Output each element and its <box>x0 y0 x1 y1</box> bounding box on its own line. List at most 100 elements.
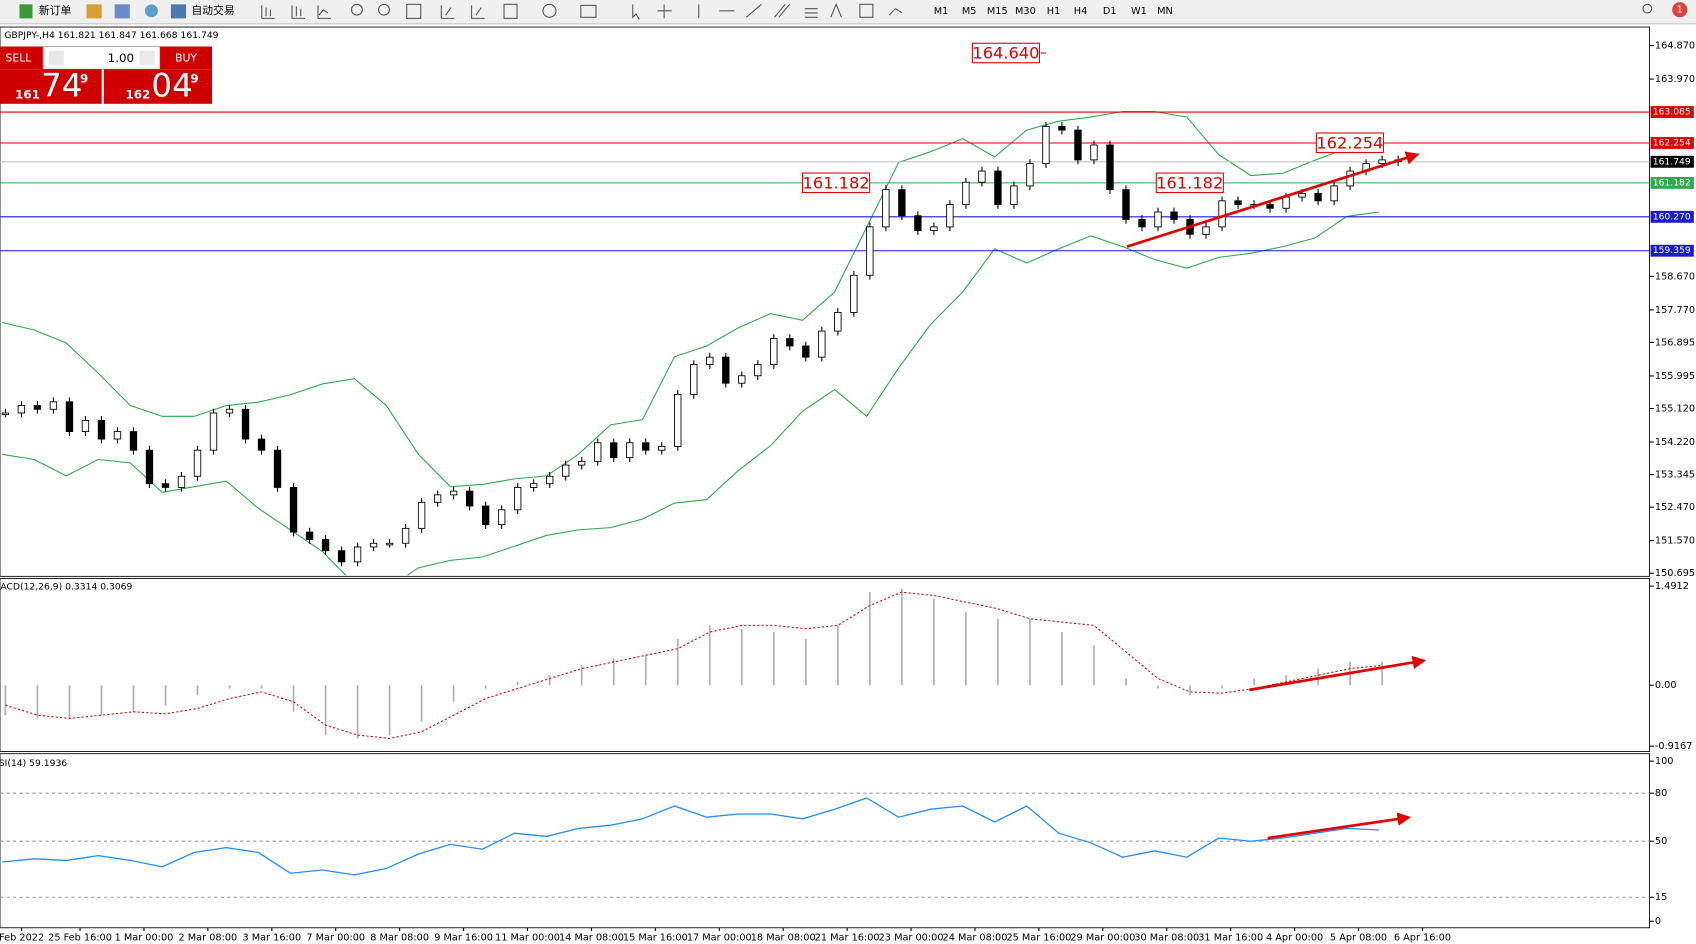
toolbar-icon[interactable] <box>114 4 130 19</box>
price-level-box <box>1650 244 1694 257</box>
auto-trading-icon[interactable] <box>170 4 187 19</box>
lot-up[interactable] <box>139 50 155 65</box>
channel[interactable] <box>774 3 791 18</box>
fibo[interactable] <box>804 8 818 18</box>
x-tick-label: 3 Mar 16:00 <box>242 933 301 944</box>
bid-pips: 74 <box>41 67 82 105</box>
timeframe-button[interactable]: M5 <box>962 6 977 17</box>
periods[interactable] <box>542 3 557 18</box>
candle-body <box>850 274 858 313</box>
macd-bar <box>772 632 775 686</box>
candle-body <box>1298 192 1306 198</box>
annotation: 164.640 <box>972 44 1039 63</box>
line-tool[interactable] <box>317 5 331 19</box>
timeframe-button[interactable]: M30 <box>1015 6 1036 17</box>
macd-bar <box>740 628 743 686</box>
timeframe-button[interactable]: W1 <box>1131 6 1147 17</box>
candle-body <box>113 431 122 440</box>
macd-signal <box>5 591 1383 739</box>
sell-button[interactable] <box>0 46 44 70</box>
toolbar-icon[interactable] <box>144 4 158 18</box>
candle-body <box>610 442 618 459</box>
price-level-box <box>1650 106 1694 118</box>
sell-label[interactable]: SELL <box>6 51 32 64</box>
trendline[interactable] <box>745 3 762 18</box>
x-tick-label: 23 Mar 00:00 <box>879 933 944 944</box>
search[interactable] <box>1642 3 1653 14</box>
macd-bar <box>933 598 935 686</box>
bar-chart-tool[interactable] <box>261 5 275 19</box>
tile-windows[interactable] <box>406 3 422 19</box>
candle-body <box>49 401 58 410</box>
x-tick-label: 25 Feb 16:00 <box>48 933 112 944</box>
crosshair[interactable] <box>657 4 672 19</box>
annotation-box <box>1315 132 1384 154</box>
y-tick-label: 0 <box>1655 916 1661 927</box>
scroll-tool[interactable] <box>440 5 455 19</box>
bid-box[interactable] <box>0 69 102 104</box>
candle-body <box>1346 170 1354 187</box>
timeframe-button[interactable]: H1 <box>1047 6 1061 17</box>
macd-bar <box>901 588 903 686</box>
candle-body <box>1234 200 1242 205</box>
timeframe-button[interactable]: D1 <box>1103 6 1117 17</box>
candle-body <box>1282 196 1290 209</box>
macd-bar <box>1157 685 1159 689</box>
arrows-tool[interactable] <box>888 7 903 16</box>
timeframe-button[interactable]: M15 <box>987 6 1008 17</box>
ask-box[interactable] <box>103 69 212 104</box>
auto-trading-button[interactable]: 自动交易 <box>191 3 234 17</box>
templates[interactable] <box>580 4 597 18</box>
macd-bar <box>676 638 679 686</box>
macd-bar <box>100 685 103 716</box>
y-tick-label: 100 <box>1655 756 1674 767</box>
buy-button[interactable] <box>160 46 212 70</box>
indicators[interactable] <box>503 3 518 19</box>
candle-body <box>914 215 922 232</box>
text-tool[interactable] <box>830 2 843 18</box>
ask-pips: 04 <box>151 67 192 105</box>
candle-body <box>369 542 378 548</box>
x-tick-label: 11 Mar 00:00 <box>495 933 560 944</box>
x-tick-label: 7 Mar 00:00 <box>306 933 365 944</box>
timeframe-button[interactable]: MN <box>1157 6 1173 17</box>
new-order-button[interactable]: 新订单 <box>39 3 72 17</box>
band-line <box>2 110 1379 488</box>
lot-value[interactable]: 1.00 <box>108 51 134 65</box>
quote-panel: SELL 1.00 BUY 161 74 9 162 04 9 <box>0 45 212 105</box>
macd-bar <box>1061 632 1063 686</box>
zoom-out[interactable] <box>378 3 390 16</box>
notification-count[interactable]: 1 <box>1677 5 1683 16</box>
timeframe-button[interactable]: M1 <box>934 6 949 17</box>
macd-bar <box>1317 668 1319 686</box>
candle-body <box>1314 192 1322 202</box>
annotation: 161.182 <box>1156 173 1223 192</box>
zoom-in[interactable] <box>350 3 363 16</box>
lot-down[interactable] <box>48 50 64 65</box>
shift-tool[interactable] <box>471 5 485 19</box>
new-order-icon[interactable] <box>19 4 33 19</box>
rsi-plot <box>0 792 1650 898</box>
axes: 164.870 163.970 158.670 157.770 156.895 155.9… <box>0 41 1695 944</box>
toolbar-icon[interactable] <box>86 4 102 19</box>
price-level-label: 160.270 <box>1653 211 1691 222</box>
buy-label[interactable]: BUY <box>175 51 197 64</box>
cursor[interactable] <box>632 4 640 20</box>
candle-body <box>1330 185 1338 202</box>
x-tick-label: 29 Mar 00:00 <box>1070 933 1135 944</box>
candle-tool[interactable] <box>291 5 306 19</box>
macd-bar <box>196 685 199 696</box>
candle-body <box>305 531 314 540</box>
macd-panel <box>0 578 1650 752</box>
y-tick-label: 153.345 <box>1655 470 1695 481</box>
y-tick-label: 15 <box>1655 892 1667 903</box>
label-tool[interactable] <box>859 3 874 18</box>
macd-bar <box>836 625 839 686</box>
macd-bar <box>965 612 967 686</box>
macd-bar <box>132 685 135 712</box>
timeframe-button[interactable]: H4 <box>1074 6 1088 17</box>
candle-body <box>1138 218 1146 228</box>
candle-body <box>1010 185 1018 205</box>
notification-badge[interactable] <box>1672 2 1688 18</box>
x-tick-label: 15 Mar 16:00 <box>623 933 688 944</box>
